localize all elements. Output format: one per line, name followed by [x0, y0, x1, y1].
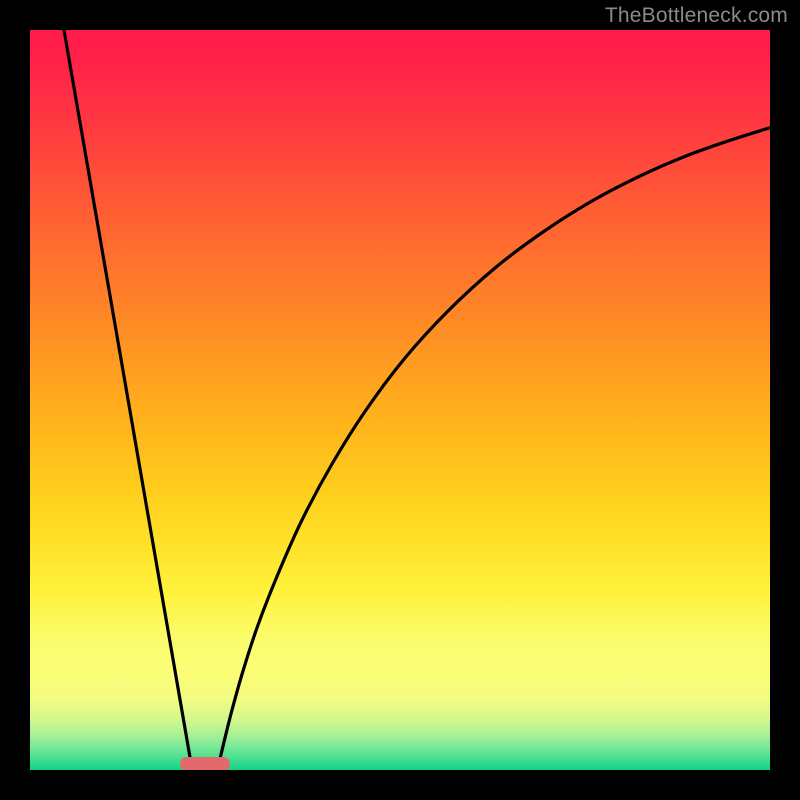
gradient-background: [30, 30, 770, 770]
bottleneck-chart: TheBottleneck.com: [0, 0, 800, 800]
watermark-text: TheBottleneck.com: [605, 4, 788, 28]
chart-svg: [0, 0, 800, 800]
bottleneck-marker: [180, 757, 230, 771]
